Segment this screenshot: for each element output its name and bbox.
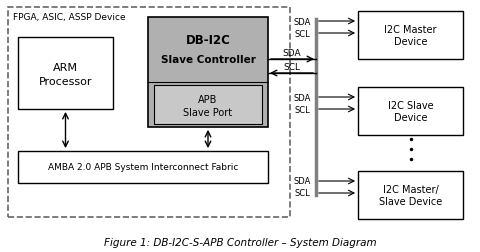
Bar <box>18 151 268 183</box>
Text: SCL: SCL <box>294 189 310 198</box>
Text: SDA: SDA <box>293 93 311 102</box>
Text: I2C Master
Device: I2C Master Device <box>384 25 437 47</box>
Text: Slave Controller: Slave Controller <box>161 55 255 65</box>
Text: I2C Slave
Device: I2C Slave Device <box>388 101 433 122</box>
Text: Slave Port: Slave Port <box>183 107 233 117</box>
Bar <box>154 86 262 124</box>
Text: FPGA, ASIC, ASSP Device: FPGA, ASIC, ASSP Device <box>13 12 126 21</box>
Bar <box>358 12 463 60</box>
Bar <box>358 171 463 219</box>
Text: I2C Master/
Slave Device: I2C Master/ Slave Device <box>379 184 442 206</box>
Bar <box>18 38 113 110</box>
Text: APB: APB <box>198 94 218 104</box>
Text: SCL: SCL <box>284 62 300 71</box>
Text: AMBA 2.0 APB System Interconnect Fabric: AMBA 2.0 APB System Interconnect Fabric <box>48 163 238 172</box>
Text: SDA: SDA <box>293 177 311 186</box>
Text: SDA: SDA <box>283 48 301 57</box>
Text: Figure 1: DB-I2C-S-APB Controller – System Diagram: Figure 1: DB-I2C-S-APB Controller – Syst… <box>104 237 376 247</box>
Text: SCL: SCL <box>294 29 310 38</box>
Text: DB-I2C: DB-I2C <box>186 34 230 47</box>
Text: ARM: ARM <box>53 63 78 73</box>
Bar <box>148 18 268 128</box>
Text: Processor: Processor <box>39 77 92 87</box>
Text: SCL: SCL <box>294 105 310 114</box>
Text: SDA: SDA <box>293 17 311 26</box>
Bar <box>8 8 290 217</box>
Bar <box>358 88 463 136</box>
